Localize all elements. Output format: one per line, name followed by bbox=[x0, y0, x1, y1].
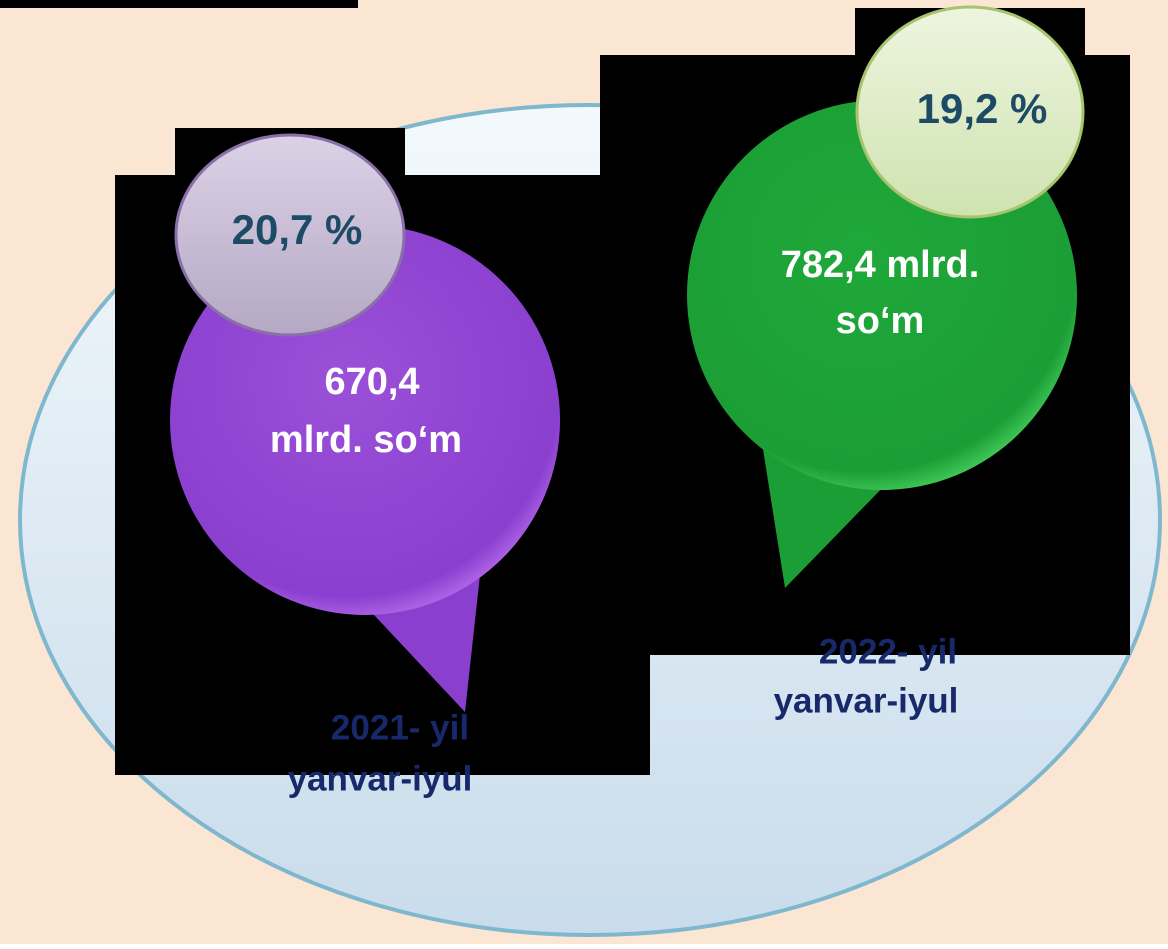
period: 2022- yil bbox=[819, 632, 957, 671]
value: mlrd. so‘m bbox=[270, 419, 462, 461]
percent: 19,2 % bbox=[917, 85, 1048, 132]
value: so‘m bbox=[836, 300, 925, 342]
period: 2021- yil bbox=[331, 708, 469, 747]
percent-circle bbox=[174, 133, 406, 337]
bar bbox=[0, 0, 358, 8]
value: 670,4 bbox=[324, 361, 419, 403]
percent: 20,7 % bbox=[232, 206, 363, 253]
period: yanvar-iyul bbox=[288, 759, 473, 798]
period: yanvar-iyul bbox=[774, 681, 959, 720]
value: 782,4 mlrd. bbox=[781, 244, 980, 286]
percent-circle bbox=[855, 5, 1085, 219]
